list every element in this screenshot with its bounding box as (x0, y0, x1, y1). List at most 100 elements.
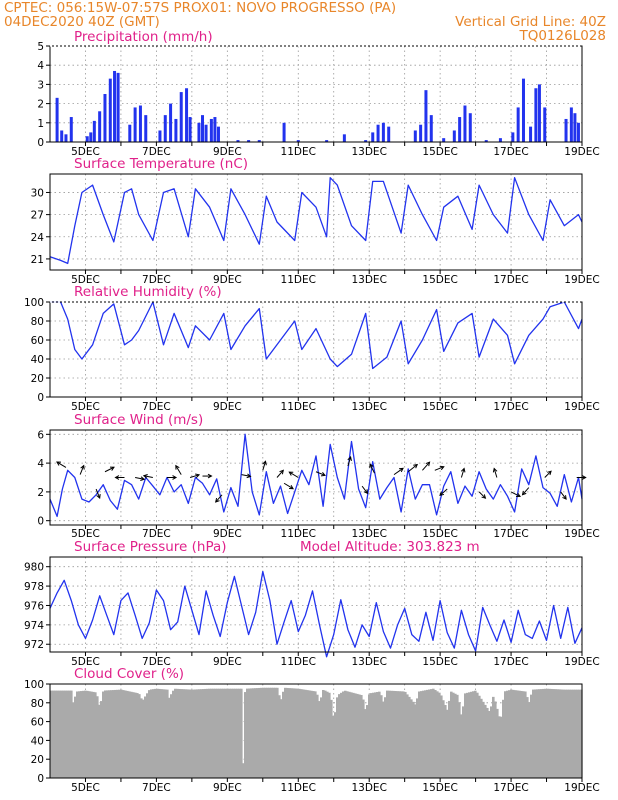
wind-arrow-head (109, 466, 115, 471)
wind-arrow-head (320, 471, 326, 477)
cloud-bar (482, 701, 485, 778)
cloud-bar (272, 687, 275, 778)
precip-bar (55, 97, 59, 142)
cloud-bar (438, 692, 441, 778)
cloud-bar (548, 688, 551, 778)
cloud-bar (284, 687, 287, 778)
y-tick-label: 60 (31, 717, 44, 729)
precip-bar (257, 140, 261, 142)
wind-arrow-head (347, 455, 352, 462)
cloud-bar (210, 688, 213, 778)
cloud-bar (390, 690, 393, 778)
panel-title: Surface Pressure (hPa) (74, 539, 227, 555)
cloud-bar (562, 689, 565, 778)
cloud-bar (58, 690, 61, 778)
cloud-bar (396, 691, 399, 778)
cloud-bar (464, 693, 467, 778)
y-tick-label: 0 (37, 773, 44, 785)
wind-arrow-head (172, 475, 178, 480)
x-tick-label: 11DEC (281, 401, 316, 413)
wind-arrow-head (581, 475, 587, 480)
cloud-bar (238, 688, 241, 778)
wind-arrow-shaft (56, 461, 67, 468)
cloud-bar (78, 691, 81, 778)
cloud-bar (270, 687, 273, 778)
cloud-bar (188, 689, 191, 778)
cloud-bar (92, 691, 95, 778)
precip-bar (452, 130, 456, 142)
wind-arrow-shaft (175, 465, 182, 475)
cloud-bar (88, 691, 91, 778)
precip-bar (98, 111, 102, 142)
y-tick-label: 0 (37, 516, 44, 528)
cloud-bar (56, 690, 59, 778)
cloud-bar (400, 691, 403, 778)
run-code: TQ0126L028 (519, 28, 606, 44)
cloud-bar (476, 692, 479, 778)
cloud-bar (248, 688, 251, 778)
precip-bar (282, 122, 286, 142)
y-tick-label: 4 (37, 458, 44, 470)
cloud-bar (310, 690, 313, 778)
cloud-bar (170, 694, 173, 778)
cloud-bar (510, 689, 513, 778)
precip-bar (133, 107, 137, 142)
cloud-bar (484, 704, 487, 778)
cloud-bar (172, 690, 175, 778)
precip-bar (158, 130, 162, 142)
x-tick-label: 17DEC (493, 401, 528, 413)
wind-arrow-shaft (560, 491, 567, 500)
cloud-bar (302, 689, 305, 778)
precip-bar (516, 107, 520, 142)
precip-bar (424, 90, 428, 142)
cloud-bar (184, 689, 187, 778)
cloud-bar (50, 690, 53, 778)
cloud-bar (362, 699, 365, 778)
cloud-bar (174, 688, 177, 778)
cloud-bar (328, 692, 331, 778)
y-tick-label: 30 (31, 187, 44, 199)
cloud-bar (448, 700, 451, 778)
precip-bar (364, 140, 368, 142)
cloud-bar (346, 691, 349, 778)
precip-bar (543, 107, 547, 142)
cloud-bar (408, 696, 411, 778)
wind-arrow-shaft (544, 470, 552, 478)
cloud-bar (558, 689, 561, 778)
cloud-bar (384, 697, 387, 778)
cloud-bar (508, 690, 511, 778)
cloud-bar (86, 690, 89, 778)
wind-arrow-shaft (262, 461, 266, 471)
wind-arrow-shaft (104, 466, 115, 473)
cloud-bar (450, 691, 453, 778)
cloud-bar (480, 698, 483, 778)
precip-bar (529, 126, 533, 142)
cloud-bar (388, 690, 391, 778)
precip-bar (138, 105, 142, 142)
wind-arrow-shaft (143, 475, 153, 478)
x-tick-label: 7DEC (142, 146, 171, 158)
x-tick-label: 11DEC (281, 656, 316, 668)
cloud-bar (80, 691, 83, 778)
cloud-bar (178, 688, 181, 778)
wind-arrow-shaft (315, 471, 326, 476)
cloud-bar (314, 691, 317, 778)
wind-arrow-shaft (361, 485, 368, 494)
y-tick-label: 20 (31, 373, 44, 385)
cloud-bar (102, 691, 105, 778)
cloud-bar (418, 691, 421, 778)
panel-2: 0 20 40 60 80 100 5DEC 7DEC 9DEC 11DEC 13DEC 15DEC 1… (24, 284, 600, 413)
cloud-bar (426, 689, 429, 778)
y-tick-label: 2 (37, 99, 44, 111)
cloud-bar (522, 691, 525, 778)
cloud-bar (64, 690, 67, 778)
precip-bar (204, 124, 208, 142)
wind-arrow-head (56, 461, 61, 466)
cloud-bar (550, 688, 553, 778)
cloud-bar (256, 688, 259, 778)
precip-bar (463, 105, 467, 142)
cloud-bar (570, 689, 573, 778)
panel-4: 972 974 976 978 980 5DEC 7DEC 9DEC 11DEC 13DEC 15D… (24, 539, 600, 668)
wind-arrow-shaft (369, 463, 375, 474)
cloud-bar (344, 690, 347, 778)
